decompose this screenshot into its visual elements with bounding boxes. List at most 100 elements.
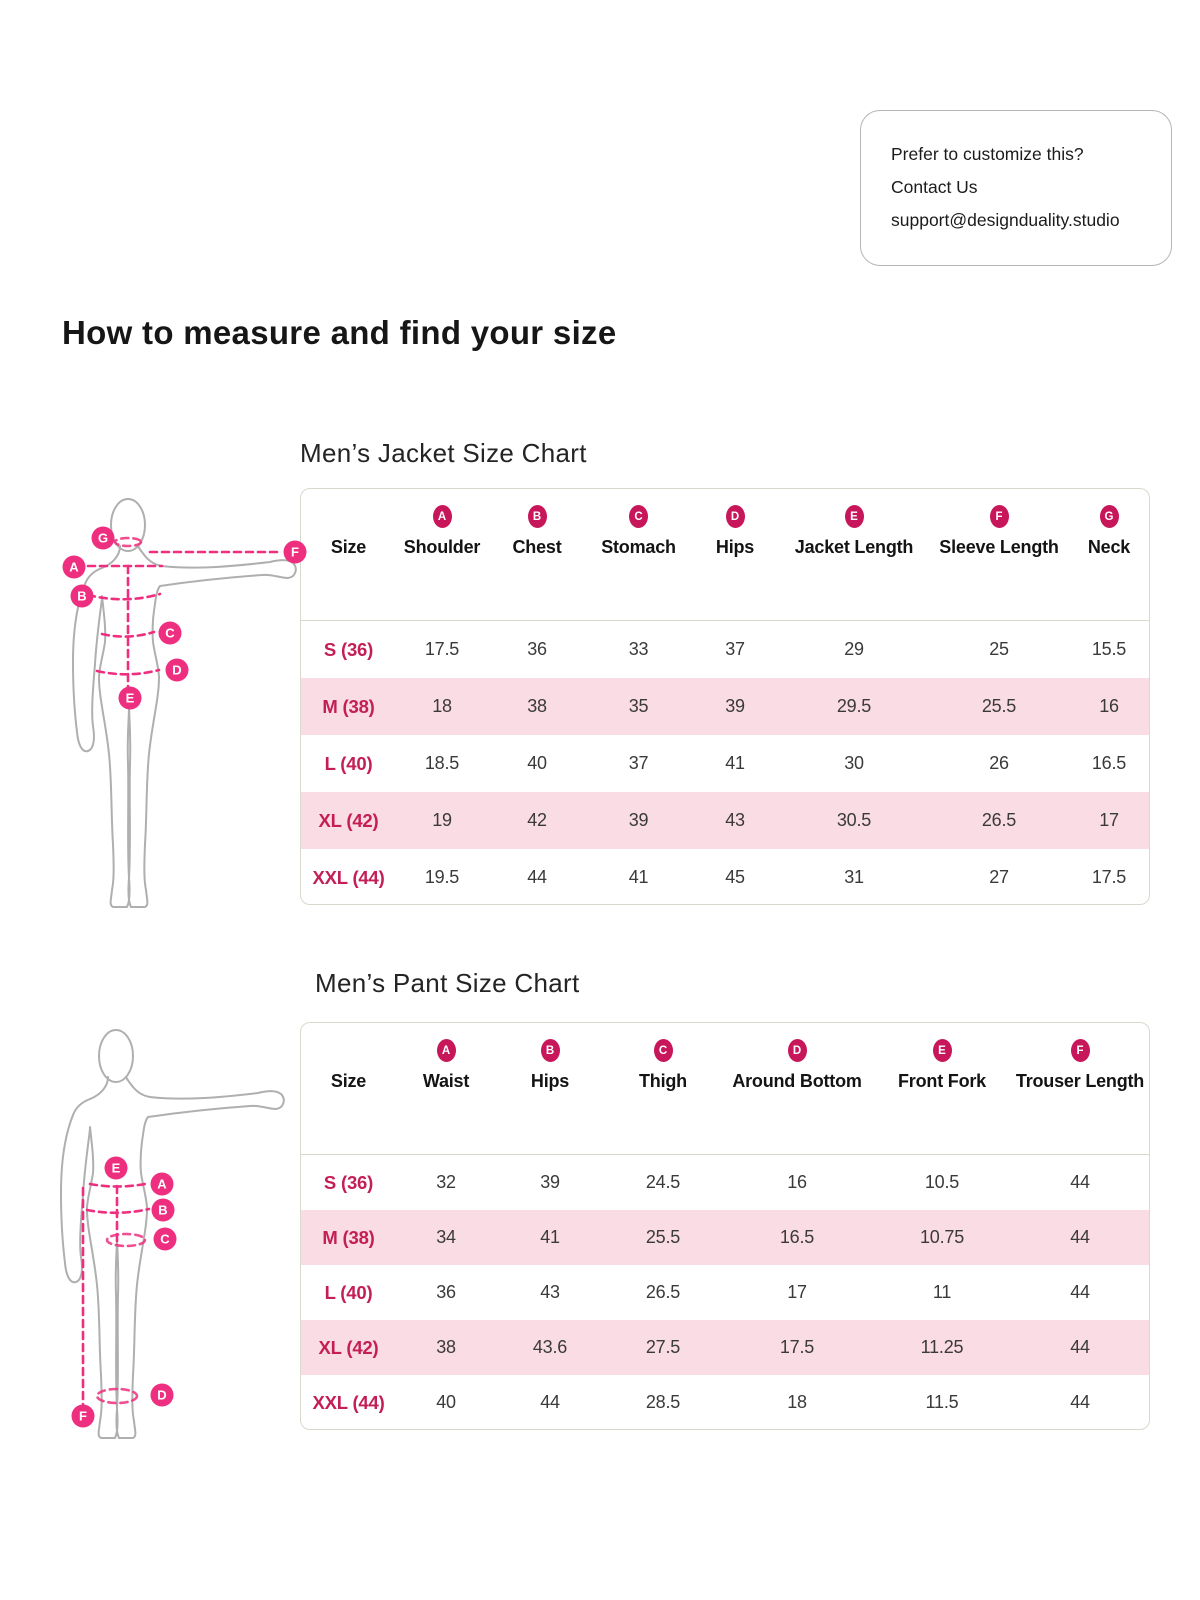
- svg-text:A: A: [69, 560, 79, 575]
- measure-letter-badge: A: [432, 505, 452, 528]
- around-bottom-badge: [150, 1383, 174, 1407]
- measurement-value: 19: [432, 810, 452, 830]
- measurement-value: 10.75: [919, 1227, 965, 1247]
- measurement-value: 43: [540, 1282, 560, 1302]
- measurement-value: 25: [989, 639, 1009, 659]
- column-label: Jacket Length: [794, 537, 914, 557]
- measurement-value: 34: [436, 1227, 456, 1247]
- measurement-value: 40: [436, 1392, 456, 1412]
- measurement-value: 36: [436, 1282, 456, 1302]
- page-title: How to measure and find your size: [62, 314, 617, 351]
- shoulder-badge: [62, 555, 86, 579]
- column-label: Front Fork: [898, 1071, 986, 1091]
- size-row: M (38) 18 38 35 39 29.5 25.5 16: [301, 678, 1149, 735]
- size-label: L (40): [324, 752, 373, 774]
- measurement-value: 17.5: [1091, 867, 1127, 887]
- measurement-lines: [86, 536, 284, 698]
- measurement-value: 16.5: [1091, 753, 1127, 773]
- size-label: M (38): [322, 1226, 375, 1248]
- column-label: Shoulder: [403, 537, 481, 557]
- size-row: L (40) 18.5 40 37 41 30 26 16.5: [301, 735, 1149, 792]
- measurement-value: 31: [844, 867, 864, 887]
- trouser-length-badge: [71, 1404, 95, 1428]
- hips-badge: [165, 658, 189, 682]
- contact-email: support@designduality.studio: [891, 210, 1120, 230]
- measurement-value: 16: [1099, 696, 1119, 716]
- column-header: D Around Bottom: [722, 1039, 872, 1092]
- column-label: Trouser Length: [1015, 1071, 1145, 1091]
- contact-card: Prefer to customize this? Contact Us sup…: [860, 110, 1172, 266]
- measurement-value: 44: [540, 1392, 560, 1412]
- column-header: G Neck: [1069, 505, 1149, 558]
- size-label: M (38): [322, 695, 375, 717]
- size-label: XXL (44): [312, 1391, 385, 1413]
- size-label: L (40): [324, 1281, 373, 1303]
- measurement-value: 43.6: [532, 1337, 568, 1357]
- svg-text:B: B: [158, 1203, 167, 1218]
- measure-letter-badge: G: [1099, 505, 1119, 528]
- measure-letter-badge: B: [527, 505, 547, 528]
- size-label: XL (42): [318, 809, 379, 831]
- size-row: XL (42) 19 42 39 43 30.5 26.5 17: [301, 792, 1149, 849]
- measurement-lines: [81, 1182, 151, 1408]
- measurement-value: 25.5: [981, 696, 1017, 716]
- thigh-badge: [153, 1227, 177, 1251]
- measurement-value: 30: [844, 753, 864, 773]
- measure-letter-badge: D: [725, 505, 745, 528]
- measurement-value: 45: [725, 867, 745, 887]
- column-header: D Hips: [691, 505, 779, 558]
- measurement-value: 36: [527, 639, 547, 659]
- measurement-value: 39: [628, 810, 649, 830]
- measurement-value: 27: [989, 867, 1009, 887]
- jacket-figure-badges: G A B C D E F: [62, 526, 307, 710]
- measurement-value: 32: [436, 1172, 456, 1192]
- contact-us-label: Contact Us: [891, 177, 978, 197]
- svg-text:C: C: [160, 1232, 170, 1247]
- measurement-value: 37: [725, 639, 745, 659]
- hips-badge: [151, 1198, 175, 1222]
- measurement-value: 38: [527, 696, 547, 716]
- measurement-value: 18.5: [424, 753, 460, 773]
- front-fork-badge: [104, 1156, 128, 1180]
- table-header-row: Size A Waist B Hips C Thigh D Around Bottom E Fron…: [301, 1023, 1149, 1155]
- measurement-value: 18: [787, 1392, 807, 1412]
- measurement-value: 18: [432, 696, 452, 716]
- pant-figure-badges: E A B C D F: [71, 1156, 177, 1428]
- column-header: C Thigh: [604, 1039, 722, 1092]
- measurement-value: 25.5: [645, 1227, 681, 1247]
- size-label: XL (42): [318, 1336, 379, 1358]
- column-label: Around Bottom: [732, 1071, 862, 1091]
- column-label: Size: [330, 537, 367, 557]
- pant-size-table: Size A Waist B Hips C Thigh D Around Bottom E Fron…: [300, 1022, 1150, 1430]
- measurement-value: 16: [787, 1172, 807, 1192]
- measurement-value: 10.5: [924, 1172, 960, 1192]
- column-label: Stomach: [601, 537, 676, 557]
- pant-measurement-figure: E A B C D F: [60, 1029, 285, 1439]
- measurement-value: 39: [725, 696, 745, 716]
- neck-badge: [91, 526, 115, 550]
- pant-chart-title: Men’s Pant Size Chart: [315, 968, 580, 998]
- measurement-value: 39: [540, 1172, 560, 1192]
- measure-letter-badge: C: [653, 1039, 673, 1062]
- measurement-value: 24.5: [645, 1172, 681, 1192]
- measurement-value: 17: [1099, 810, 1119, 830]
- measurement-value: 17.5: [779, 1337, 815, 1357]
- svg-text:B: B: [77, 589, 86, 604]
- stomach-badge: [158, 621, 182, 645]
- measurement-value: 17.5: [424, 639, 460, 659]
- measurement-value: 27.5: [645, 1337, 681, 1357]
- column-header: B Hips: [496, 1039, 604, 1092]
- body-silhouette: [72, 498, 297, 908]
- column-label: Waist: [422, 1071, 470, 1091]
- jacket-length-badge: [118, 686, 142, 710]
- column-header: Size: [301, 505, 396, 558]
- size-row: S (36) 32 39 24.5 16 10.5 44: [301, 1155, 1149, 1210]
- column-header: B Chest: [488, 505, 586, 558]
- measurement-value: 40: [527, 753, 547, 773]
- sleeve-length-badge: [283, 540, 307, 564]
- measurement-value: 41: [628, 867, 649, 887]
- measurement-value: 44: [1070, 1282, 1090, 1302]
- column-label: Hips: [530, 1071, 570, 1091]
- measurement-value: 30.5: [836, 810, 872, 830]
- measure-letter-badge: F: [989, 505, 1009, 528]
